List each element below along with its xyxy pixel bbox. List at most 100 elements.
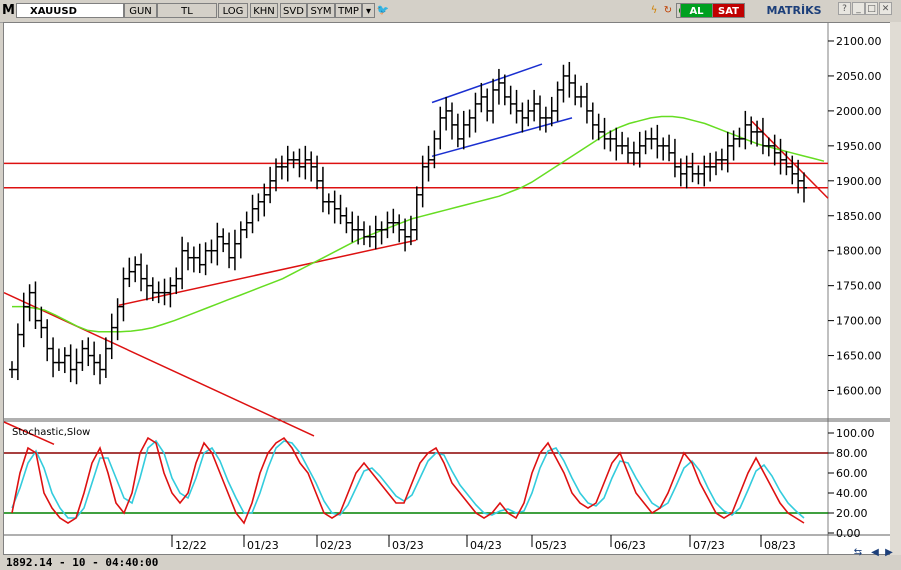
price-bar <box>789 155 796 185</box>
price-bar <box>173 267 180 295</box>
price-bar <box>630 141 637 166</box>
price-bar <box>190 246 197 273</box>
date-tick-label: 01/23 <box>247 539 279 552</box>
price-bar <box>261 183 268 217</box>
price-tick-label: 1650.00 <box>836 350 882 363</box>
price-bar <box>490 78 497 124</box>
date-tick-label: 04/23 <box>470 539 502 552</box>
price-bar <box>196 243 203 274</box>
minimize-icon[interactable]: _ <box>852 2 865 15</box>
price-bar <box>384 211 391 239</box>
stoch-tick-label: 80.00 <box>836 447 868 460</box>
price-bar <box>249 194 256 234</box>
price-bar <box>67 344 74 383</box>
price-bar <box>278 155 285 180</box>
price-bar <box>578 85 585 108</box>
price-bar <box>138 253 145 292</box>
vertical-scrollbar[interactable] <box>890 22 901 555</box>
log-button[interactable]: LOG <box>218 3 248 18</box>
price-bar <box>601 117 608 150</box>
currency-tl-button[interactable]: TL <box>157 3 217 18</box>
lightning-icon[interactable]: ϟ <box>648 3 660 18</box>
svd-button[interactable]: SVD <box>280 3 307 18</box>
stoch-tick-label: 20.00 <box>836 507 868 520</box>
sym-button[interactable]: SYM <box>307 3 335 18</box>
tmp-button[interactable]: TMP <box>335 3 362 18</box>
price-bar <box>677 158 684 187</box>
price-bar <box>625 137 631 164</box>
price-bar <box>583 82 590 124</box>
price-bar <box>654 124 661 159</box>
twitter-icon[interactable]: 🐦 <box>376 3 390 18</box>
price-bar <box>783 151 790 176</box>
price-bar <box>378 221 385 245</box>
price-bar <box>748 116 755 145</box>
price-bar <box>314 155 321 190</box>
price-bar <box>331 190 338 224</box>
price-bar <box>202 242 209 276</box>
price-bar <box>648 127 655 150</box>
price-bar <box>361 221 367 246</box>
symbol-field[interactable]: XAUUSD <box>16 3 124 18</box>
price-bar <box>349 211 356 243</box>
price-bar <box>308 151 315 182</box>
price-bar <box>472 92 479 133</box>
sell-button[interactable]: SAT <box>712 3 745 18</box>
price-bar <box>466 109 473 138</box>
date-tick-label: 05/23 <box>535 539 567 552</box>
price-bar <box>666 134 673 162</box>
price-bar <box>91 341 98 376</box>
price-bar <box>243 211 250 239</box>
scroll-left-icon[interactable]: ◀ <box>871 547 879 558</box>
price-tick-label: 2000.00 <box>836 105 882 118</box>
price-bar <box>343 207 350 234</box>
price-tick-label: 1800.00 <box>836 245 882 258</box>
price-bar <box>707 152 714 182</box>
buy-button[interactable]: AL <box>680 3 713 18</box>
price-bar <box>390 208 397 234</box>
stoch-tick-label: 0.00 <box>836 527 861 540</box>
price-bar <box>742 110 749 150</box>
help-icon[interactable]: ? <box>838 2 851 15</box>
price-bar <box>449 102 455 140</box>
price-bar <box>560 64 567 103</box>
price-bar <box>695 165 702 185</box>
price-bar <box>26 284 33 322</box>
channel-lower-line <box>431 117 573 158</box>
maximize-icon[interactable]: □ <box>865 2 878 15</box>
stoch-tick-label: 40.00 <box>836 487 868 500</box>
price-bar <box>114 298 121 341</box>
moving-average-line <box>12 115 825 333</box>
period-gun-button[interactable]: GUN <box>124 3 157 18</box>
price-bar <box>97 354 103 385</box>
khn-button[interactable]: KHN <box>250 3 278 18</box>
price-bar <box>55 348 62 371</box>
price-bar <box>765 137 772 157</box>
chart-area[interactable]: 1600.00 1650.00 1700.00 1750.00 1800.00 1850.… <box>3 22 892 555</box>
close-icon[interactable]: ✕ <box>879 2 892 15</box>
price-bar <box>284 145 291 182</box>
price-bar <box>507 85 514 115</box>
sync-icon[interactable]: ⇆ <box>853 547 863 558</box>
price-bar <box>701 155 708 187</box>
tmp-dropdown-icon[interactable]: ▾ <box>362 3 375 18</box>
stoch-k-line <box>11 436 805 525</box>
matriks-logo[interactable]: M <box>2 3 15 18</box>
price-tick-label: 1600.00 <box>836 385 882 398</box>
price-bar <box>777 138 784 175</box>
price-bar <box>454 113 461 148</box>
price-bar <box>149 277 156 302</box>
price-bar <box>689 152 696 183</box>
price-tick-label: 2050.00 <box>836 70 882 83</box>
price-bar <box>143 264 150 301</box>
price-bar <box>120 267 127 322</box>
price-bar <box>759 117 766 155</box>
price-bar <box>38 306 45 339</box>
price-bar <box>519 102 526 133</box>
price-bar <box>32 281 39 330</box>
price-bar <box>443 96 450 131</box>
refresh-icon[interactable]: ↻ <box>661 3 675 18</box>
price-bar <box>20 292 27 348</box>
price-bar <box>85 337 92 367</box>
scroll-right-icon[interactable]: ▶ <box>885 547 893 558</box>
